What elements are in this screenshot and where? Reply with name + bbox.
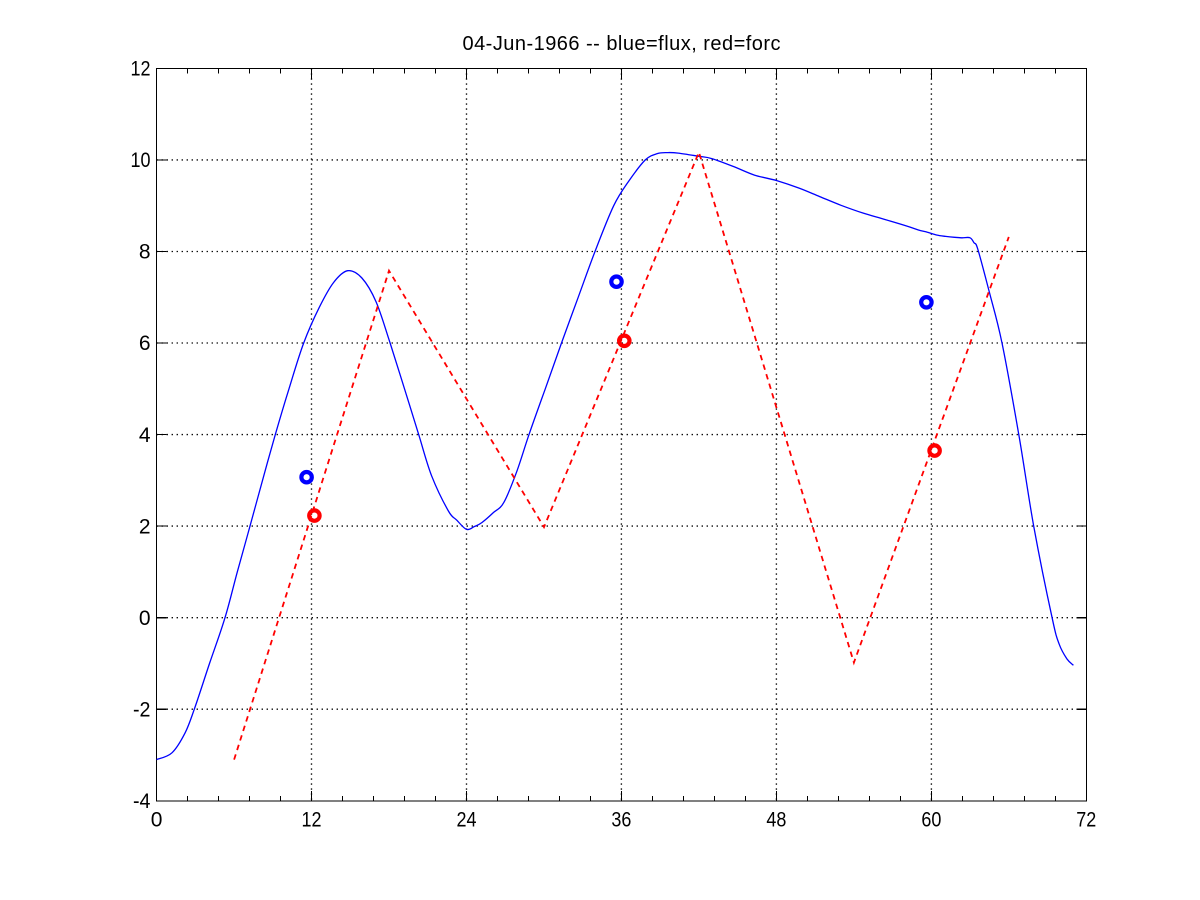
svg-text:12: 12 — [302, 809, 322, 832]
svg-text:60: 60 — [921, 809, 941, 832]
svg-text:04-Jun-1966 -- blue=flux, red=: 04-Jun-1966 -- blue=flux, red=forc — [463, 33, 781, 55]
svg-text:2: 2 — [139, 515, 151, 538]
svg-text:12: 12 — [131, 58, 151, 81]
svg-text:4: 4 — [139, 424, 151, 447]
svg-text:72: 72 — [1076, 809, 1096, 832]
svg-text:24: 24 — [457, 809, 477, 832]
svg-text:36: 36 — [611, 809, 631, 832]
svg-text:48: 48 — [766, 809, 786, 832]
svg-text:-4: -4 — [133, 790, 151, 813]
svg-text:8: 8 — [139, 241, 151, 264]
svg-text:10: 10 — [131, 149, 151, 172]
svg-text:-2: -2 — [133, 699, 151, 722]
svg-text:6: 6 — [139, 332, 151, 355]
svg-text:0: 0 — [151, 809, 163, 832]
svg-text:0: 0 — [139, 607, 151, 630]
